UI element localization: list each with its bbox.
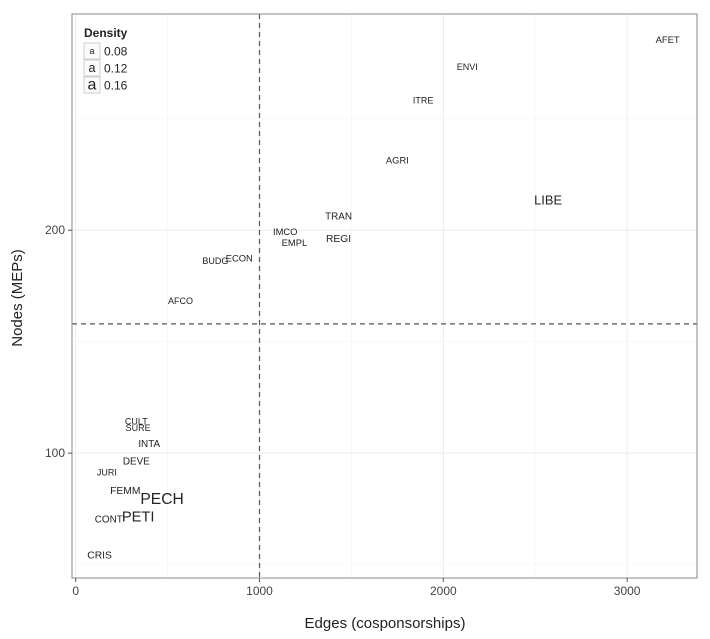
legend-title: Density bbox=[84, 26, 128, 40]
reference-lines bbox=[72, 14, 697, 578]
plot-panel bbox=[72, 14, 697, 578]
legend-entry-label: 0.08 bbox=[104, 45, 128, 59]
y-tick-label: 200 bbox=[45, 223, 65, 237]
point-label-afet: AFET bbox=[656, 34, 680, 45]
point-label-regi: REGI bbox=[326, 234, 351, 245]
point-label-afco: AFCO bbox=[168, 296, 193, 306]
legend-key-1 bbox=[83, 42, 101, 60]
point-label-femm: FEMM bbox=[110, 486, 140, 497]
point-label-cont: CONT bbox=[95, 515, 123, 526]
point-label-juri: JURI bbox=[97, 468, 117, 478]
legend-key-glyph: a bbox=[89, 61, 96, 75]
x-tick-label: 1000 bbox=[246, 584, 273, 598]
x-tick-label: 2000 bbox=[430, 584, 457, 598]
point-label-econ: ECON bbox=[226, 253, 253, 264]
y-axis-label: Nodes (MEPs) bbox=[9, 249, 26, 347]
legend-entry-label: 0.12 bbox=[104, 62, 128, 76]
legend: Density a 0.08 a 0.12 a 0.16 bbox=[83, 26, 128, 94]
point-label-deve: DEVE bbox=[123, 457, 150, 468]
point-label-sure: SURE bbox=[126, 423, 151, 433]
legend-key-glyph: a bbox=[88, 77, 97, 94]
point-label-pech: PECH bbox=[140, 491, 183, 508]
legend-entry-label: 0.16 bbox=[104, 79, 128, 93]
point-label-cris: CRIS bbox=[87, 550, 112, 561]
x-tick-label: 3000 bbox=[614, 584, 641, 598]
point-label-itre: ITRE bbox=[413, 95, 434, 105]
legend-key-3 bbox=[83, 76, 101, 94]
point-label-envi: ENVI bbox=[457, 62, 478, 72]
y-tick-label: 100 bbox=[45, 446, 65, 460]
legend-key-2 bbox=[83, 59, 101, 77]
point-label-budg: BUDG bbox=[202, 256, 228, 266]
point-label-peti: PETI bbox=[122, 510, 155, 526]
point-label-cult: CULT bbox=[125, 416, 148, 426]
point-label-imco: IMCO bbox=[273, 226, 297, 237]
x-axis-label: Edges (cosponsorships) bbox=[305, 615, 466, 632]
x-tick-label: 0 bbox=[72, 584, 79, 598]
point-label-libe: LIBE bbox=[534, 193, 562, 208]
point-label-agri: AGRI bbox=[386, 155, 409, 166]
axes: 0 1000 2000 3000 100 200 bbox=[45, 13, 698, 598]
point-label-inta: INTA bbox=[138, 439, 160, 450]
point-label-empl: EMPL bbox=[282, 237, 308, 248]
panel-border bbox=[71, 13, 698, 579]
legend-key-glyph: a bbox=[89, 46, 94, 56]
panel-background bbox=[72, 14, 697, 578]
point-label-tran: TRAN bbox=[325, 211, 352, 222]
